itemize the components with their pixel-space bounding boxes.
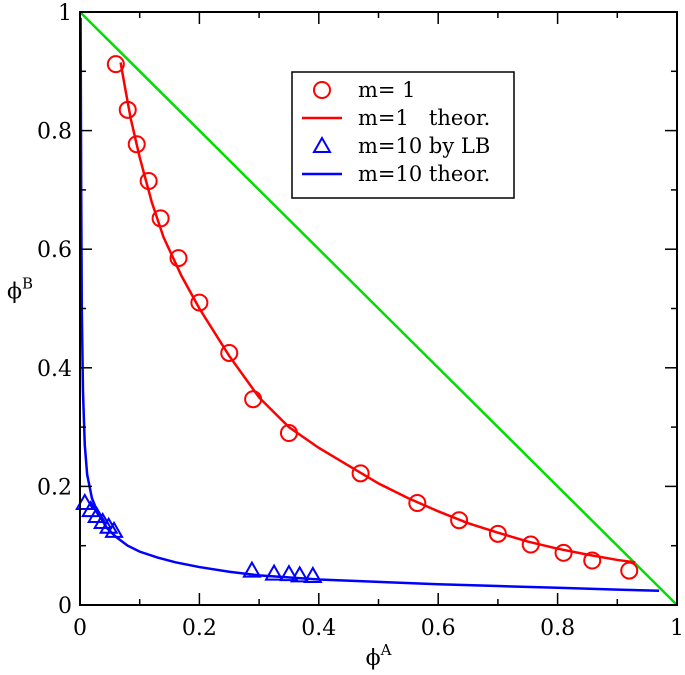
series-point-triangle [81,500,101,518]
legend-label: m=10 by LB [358,134,490,158]
y-tick-label: 0.2 [37,475,72,500]
legend: m= 1 m=1 theor. m=10 by LB m=10 theor. [291,71,515,199]
series-point-triangle [289,565,310,583]
series-line-3 [79,17,660,593]
series-point-circle [169,249,188,268]
y-axis-label-sup: B [22,275,33,293]
y-axis-label-base: ϕ [7,280,22,305]
y-tick-label: 0.4 [37,357,72,382]
x-tick-label: 0.6 [421,616,456,641]
series-point-circle [554,543,573,562]
y-tick-label: 0 [58,594,72,619]
series-point-triangle [279,564,299,582]
series-point-circle [220,343,239,362]
y-tick-label: 1 [58,1,72,26]
series-point-circle [408,494,427,513]
x-axis-label: ϕA [366,641,392,671]
x-tick-label: 0.2 [182,616,217,641]
series-point-triangle [264,563,284,581]
y-axis-label: ϕB [7,275,33,305]
series-point-circle [106,55,125,74]
series-line-1 [119,62,636,564]
series-point-triangle [303,565,323,583]
x-axis-label-base: ϕ [366,646,381,671]
series-point-circle [351,464,370,483]
legend-circle-swatch [313,81,331,99]
plot-area [75,11,678,606]
x-tick-label: 0.4 [301,616,336,641]
axis-ticks: 0 0.2 0.4 0.6 0.8 1 0 0.2 0.4 0.6 0.8 1 [37,1,684,641]
legend-label: m= 1 [358,78,416,102]
series-point-triangle [242,560,262,578]
series-point-triangle [86,506,107,524]
legend-label: m=10 theor. [358,162,490,186]
x-tick-label: 1 [670,616,684,641]
legend-label: m=1 theor. [358,106,490,130]
series-point-circle [450,511,469,530]
series-point-circle [583,551,602,570]
diagonal-line [79,11,678,606]
x-tick-label: 0 [73,616,87,641]
y-tick-label: 0.8 [37,120,72,145]
x-tick-label: 0.8 [540,616,575,641]
y-tick-label: 0.6 [37,238,72,263]
legend-triangle-swatch [312,135,332,153]
series-point-circle [127,135,146,154]
x-axis-label-sup: A [380,641,392,659]
